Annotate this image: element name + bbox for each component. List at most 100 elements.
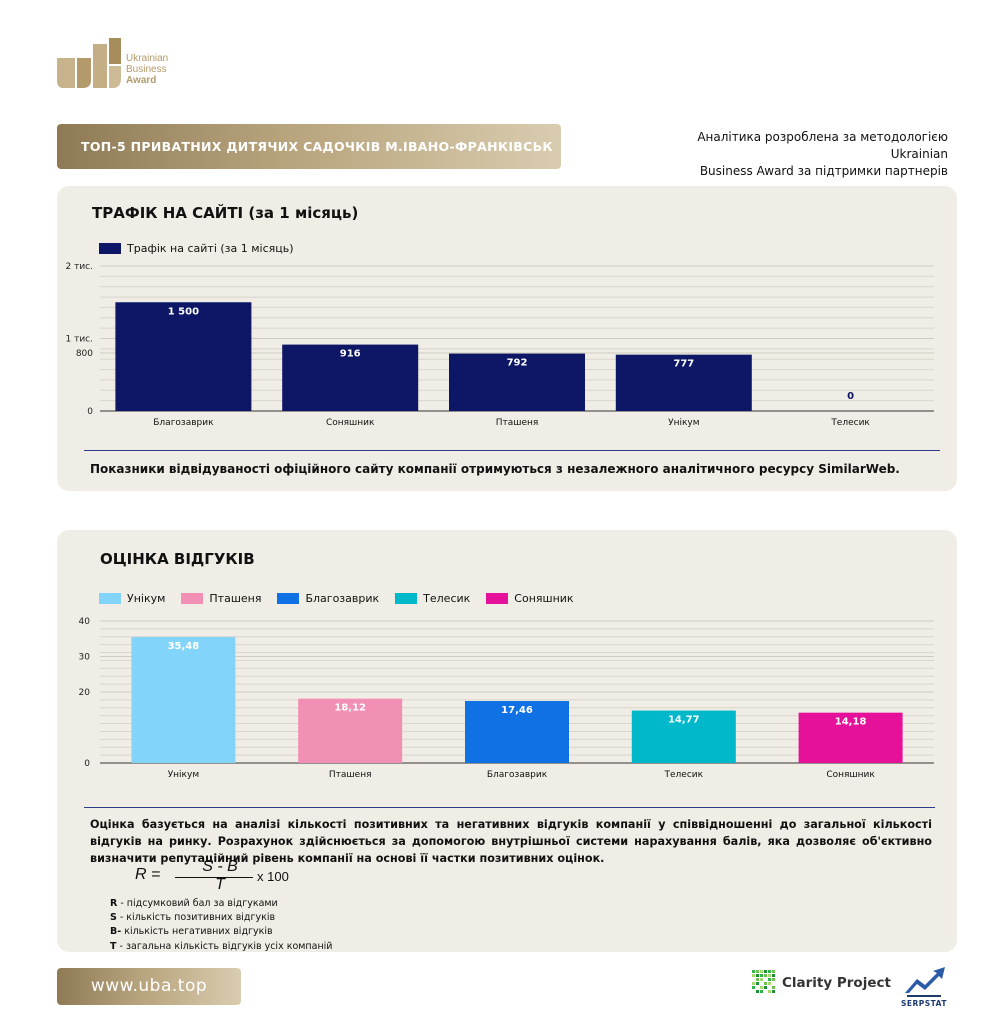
traffic-divider [84, 450, 940, 451]
formula-definitions: R - підсумковий бал за відгуками S - кіль… [110, 897, 332, 954]
definition-key: S [110, 912, 117, 924]
legend-swatch [99, 593, 121, 604]
clarity-dot [768, 978, 771, 981]
traffic-panel: ТРАФІК НА САЙТІ (за 1 місяць) Трафік на … [57, 186, 957, 491]
clarity-dot [764, 974, 767, 977]
formula-fraction-bar [175, 877, 253, 878]
category-label: Благозаврик [487, 770, 548, 780]
legend-label: Телесик [423, 592, 471, 605]
y-tick-label: 1 тис. [66, 335, 94, 345]
category-label: Унікум [668, 418, 699, 428]
bar [615, 354, 752, 411]
y-tick-label: 2 тис. [66, 262, 94, 272]
bar-value-label: 1 500 [168, 306, 199, 317]
legend-item: Телесик [395, 592, 470, 605]
legend-item: Соняшник [486, 592, 574, 605]
serpstat-arrow-icon [905, 967, 945, 997]
bar [631, 710, 736, 763]
bar-value-label: 916 [340, 349, 361, 360]
bar-value-label: 18,12 [334, 703, 366, 714]
clarity-dot [756, 974, 759, 977]
reviews-method-text: Оцінка базується на аналізі кількості по… [90, 818, 932, 865]
bar [115, 302, 252, 411]
clarity-dot [756, 978, 759, 981]
bar [798, 712, 903, 763]
clarity-dot [772, 974, 775, 977]
reviews-chart: 0 20 30 40 35,48 Унікум 18,12 Пташеня 17,46 Благо… [79, 617, 934, 780]
y-tick-label: 0 [87, 407, 93, 417]
definition-row: T - загальна кількість відгуків усіх ком… [110, 940, 332, 954]
category-label: Соняшник [826, 770, 875, 780]
definition-text: - загальна кількість відгуків усіх компа… [116, 940, 333, 952]
clarity-dot [760, 978, 763, 981]
bar-value-label: 777 [673, 359, 694, 370]
definition-row: R - підсумковий бал за відгуками [110, 897, 332, 911]
legend-label: Соняшник [514, 592, 574, 605]
uba-logo-text: Ukrainian Business Award [126, 53, 168, 86]
bar [131, 637, 236, 763]
clarity-dot [752, 974, 755, 977]
logo-line-1: Ukrainian [126, 53, 169, 64]
score-formula: R = S - B T x 100 [131, 858, 331, 897]
formula-denominator: T [215, 876, 225, 893]
formula-lhs: R = [135, 866, 161, 883]
clarity-dot [756, 970, 759, 973]
formula-numerator: S - B [202, 858, 238, 875]
bar [282, 344, 419, 411]
legend-swatch [395, 593, 418, 604]
reviews-title: ОЦІНКА ВІДГУКІВ [100, 550, 255, 568]
formula-multiplier: x 100 [257, 869, 289, 884]
clarity-dot [772, 970, 775, 973]
bar-value-label: 0 [847, 391, 854, 402]
reviews-panel: ОЦІНКА ВІДГУКІВ Унікум Пташеня Благозаврик… [57, 530, 957, 952]
legend-swatch [99, 243, 121, 254]
legend-swatch [486, 593, 509, 604]
category-label: Телесик [830, 418, 870, 428]
serpstat-name: SERPSTAT [900, 999, 948, 1008]
reviews-divider [84, 807, 935, 808]
y-tick-label: 30 [79, 653, 91, 663]
clarity-dot [764, 982, 767, 985]
legend-item: Благозаврик [277, 592, 379, 605]
site-url-link[interactable]: www.uba.top [57, 968, 241, 1005]
clarity-dot [760, 986, 763, 989]
category-label: Телесик [664, 770, 704, 780]
definition-row: B- кількість негативних відгуків [110, 925, 332, 939]
definition-row: S - кількість позитивних відгуків [110, 911, 332, 925]
category-label: Пташеня [329, 770, 372, 780]
methodology-note: Аналітика розроблена за методологією Ukr… [648, 129, 948, 180]
clarity-project-name: Clarity Project [782, 974, 891, 991]
clarity-dot [772, 986, 775, 989]
bar [465, 701, 569, 763]
traffic-legend: Трафік на сайті (за 1 місяць) [99, 242, 310, 255]
clarity-dot [764, 970, 767, 973]
clarity-dot [764, 986, 767, 989]
bar [449, 353, 585, 411]
legend-label: Благозаврик [305, 592, 380, 605]
clarity-dot [772, 990, 775, 993]
legend-swatch [181, 593, 204, 604]
bar [298, 698, 403, 763]
legend-label: Трафік на сайті (за 1 місяць) [127, 242, 294, 255]
uba-logo-mark [57, 38, 121, 88]
clarity-dot [756, 990, 759, 993]
definition-text: - підсумковий бал за відгуками [117, 898, 278, 909]
bar-value-label: 17,46 [501, 705, 533, 716]
clarity-dot [768, 990, 771, 993]
legend-item-traffic: Трафік на сайті (за 1 місяць) [99, 242, 294, 255]
category-label: Унікум [168, 770, 199, 780]
legend-swatch [277, 593, 300, 604]
clarity-dot [760, 974, 763, 977]
clarity-dot [756, 982, 759, 985]
legend-label: Унікум [127, 592, 166, 605]
logo-line-3: Award [126, 75, 157, 86]
bar-value-label: 792 [507, 358, 528, 369]
clarity-dot [760, 970, 763, 973]
traffic-title: ТРАФІК НА САЙТІ (за 1 місяць) [92, 204, 359, 222]
clarity-dot [752, 970, 755, 973]
clarity-grid-icon [752, 970, 775, 993]
bar-value-label: 14,77 [668, 715, 700, 726]
uba-logo: Ukrainian Business Award [57, 36, 187, 92]
serpstat-logo: SERPSTAT [897, 963, 951, 1011]
clarity-dot [752, 986, 755, 989]
